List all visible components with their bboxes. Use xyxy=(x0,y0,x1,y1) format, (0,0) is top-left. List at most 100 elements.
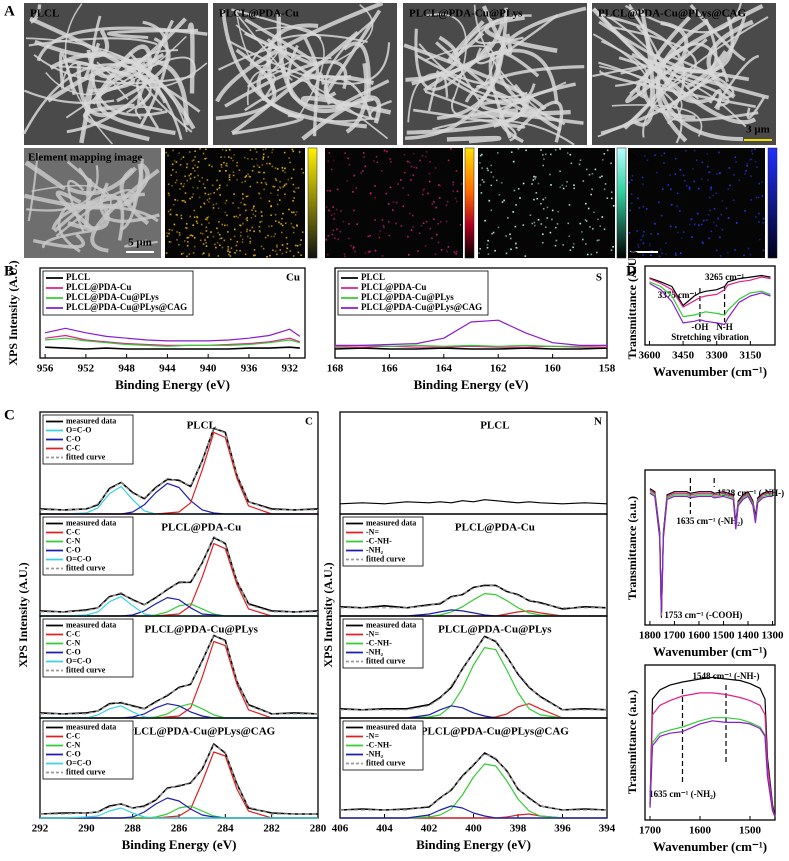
element-dot xyxy=(296,245,299,247)
legend-label: C-O xyxy=(66,434,81,443)
element-dot xyxy=(168,241,171,243)
legend-label: PLCL xyxy=(361,272,385,282)
element-dot xyxy=(228,176,231,178)
element-dot xyxy=(191,160,194,162)
element-dot xyxy=(419,159,421,162)
element-dot xyxy=(180,217,183,220)
element-dot xyxy=(710,187,712,189)
element-dot xyxy=(486,167,489,170)
annotation: Stretching vibration xyxy=(671,332,749,342)
element-dot xyxy=(281,217,283,220)
element-dot xyxy=(676,192,679,195)
element-dot xyxy=(259,221,261,223)
element-dot xyxy=(186,227,188,229)
element-dot xyxy=(292,255,295,257)
element-dot xyxy=(540,149,542,151)
element-dot xyxy=(235,215,237,218)
element-dot xyxy=(411,214,414,217)
element-dot xyxy=(332,159,335,162)
element-dot xyxy=(696,212,699,215)
data-line xyxy=(649,717,776,818)
element-dot xyxy=(440,221,442,223)
element-dot xyxy=(244,180,247,183)
element-dot xyxy=(388,234,391,237)
legend-label: fitted curve xyxy=(66,665,106,674)
x-tick-label: 406 xyxy=(332,823,349,835)
element-dot xyxy=(397,183,399,185)
fiber xyxy=(246,74,276,102)
subplot-title: PLCL xyxy=(480,420,509,432)
element-dot xyxy=(239,235,242,237)
element-dot xyxy=(301,168,303,170)
element-dot xyxy=(197,174,199,177)
element-dot xyxy=(276,168,279,170)
element-dot xyxy=(610,191,613,193)
element-dot xyxy=(641,235,644,238)
element-dot xyxy=(246,228,248,231)
element-dot xyxy=(738,179,741,181)
element-dot xyxy=(429,227,432,230)
element-dot xyxy=(719,255,722,257)
element-dot xyxy=(486,243,489,246)
element-dot xyxy=(483,181,485,183)
y-axis-label: Transmittance (a.u.) xyxy=(625,496,639,600)
marker-label: 1753 cm⁻¹ (-COOH) xyxy=(664,610,742,620)
element-dot xyxy=(212,235,215,238)
element-dot xyxy=(674,157,677,160)
element-dot xyxy=(682,174,685,177)
element-dot xyxy=(203,202,205,204)
element-dot xyxy=(242,197,244,200)
element-dot xyxy=(239,249,241,252)
element-dot xyxy=(277,194,279,196)
x-tick-label: 956 xyxy=(37,363,54,375)
fiber xyxy=(27,152,39,222)
sem-label: PLCL@PDA-Cu@PLys@CAG xyxy=(598,8,746,20)
element-dot xyxy=(378,236,381,239)
element-dot xyxy=(630,193,633,195)
element-dot xyxy=(176,179,178,181)
element-dot xyxy=(211,184,214,187)
element-dot xyxy=(509,237,512,240)
marker-label: 1548 cm⁻¹ (-NH-) xyxy=(693,671,760,681)
element-dot xyxy=(559,170,561,173)
element-dot xyxy=(353,174,355,177)
element-dot xyxy=(332,229,335,232)
element-dot xyxy=(262,156,265,158)
element-dot xyxy=(592,228,594,230)
element-dot xyxy=(549,231,552,234)
legend-label: -N= xyxy=(366,629,379,638)
element-dot xyxy=(599,176,601,179)
element-dot xyxy=(685,149,687,152)
legend-label: O=C-O xyxy=(66,425,91,434)
element-dot xyxy=(677,231,679,234)
element-dot xyxy=(247,235,249,238)
data-line xyxy=(649,282,771,326)
element-dot xyxy=(679,252,682,254)
element-dot xyxy=(679,210,681,212)
element-dot xyxy=(216,241,219,244)
data-line xyxy=(340,609,607,617)
element-dot xyxy=(182,156,185,158)
x-tick-label: 1600 xyxy=(688,630,711,642)
x-tick-label: 164 xyxy=(436,363,453,375)
element-dot xyxy=(275,179,278,182)
element-dot xyxy=(642,205,645,208)
element-dot xyxy=(208,197,211,200)
element-dot xyxy=(269,163,272,165)
element-dot xyxy=(590,193,592,196)
element-dot xyxy=(729,184,731,187)
element-dot xyxy=(288,208,290,211)
element-dot xyxy=(433,218,435,220)
legend-label: C-N xyxy=(66,536,80,545)
element-dot xyxy=(374,196,376,199)
element-dot xyxy=(350,245,352,247)
legend-box xyxy=(42,516,134,576)
panel-label: C xyxy=(4,407,15,423)
element-dot xyxy=(555,226,557,229)
element-dot xyxy=(690,218,693,220)
element-dot xyxy=(337,238,340,241)
element-dot xyxy=(705,219,708,221)
element-dot xyxy=(198,196,201,199)
legend-label: measured data xyxy=(66,518,116,527)
element-dot xyxy=(727,188,730,190)
